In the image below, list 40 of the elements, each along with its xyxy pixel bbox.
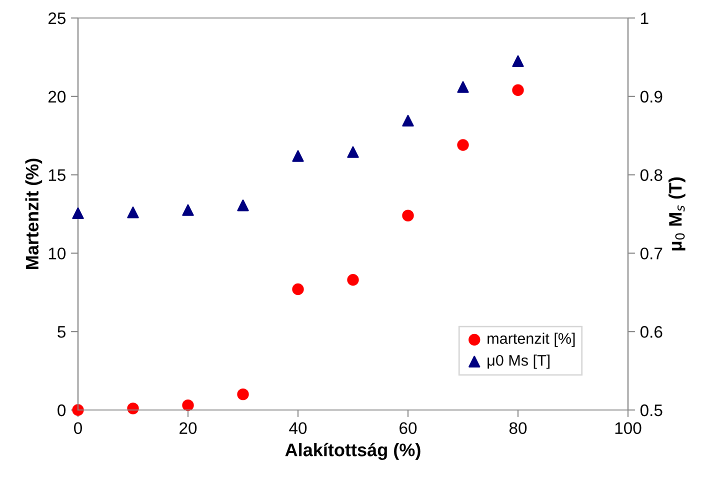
point <box>182 399 194 412</box>
x-tick-label: 60 <box>400 422 417 434</box>
point <box>512 84 524 96</box>
x-tick-label: 20 <box>180 422 197 434</box>
y2-tick-label: 0.5 <box>640 404 662 416</box>
point <box>457 139 469 151</box>
y-tick-label: 20 <box>48 90 66 103</box>
y2-tick-label: 0.9 <box>640 90 662 103</box>
point <box>127 206 139 218</box>
y-tick-label: 15 <box>48 169 66 182</box>
point <box>182 204 194 216</box>
point <box>237 388 249 400</box>
x-axis-title: Alakítottság (%) <box>285 442 420 460</box>
x-tick-label: 100 <box>615 422 642 434</box>
point <box>402 210 414 222</box>
x-tick-label: 80 <box>509 422 527 434</box>
y2-tick-label: 0.7 <box>640 248 662 260</box>
point <box>457 81 469 93</box>
y-tick-label: 0 <box>58 404 66 416</box>
point <box>237 200 249 212</box>
y2-tick-label: 0.8 <box>640 169 662 182</box>
legend-label: martenzit [%] <box>488 332 575 347</box>
point <box>127 402 139 414</box>
y-axis-title: Martenzit (%) <box>25 158 42 269</box>
y-tick-label: 10 <box>48 248 66 260</box>
point <box>402 114 414 127</box>
x-tick-label: 0 <box>74 422 82 434</box>
point <box>512 55 524 67</box>
y2-axis-title: μ$_{0}$ M$_{s}$ (T) <box>668 177 686 250</box>
point <box>347 274 359 286</box>
y-tick-label: 5 <box>58 326 66 338</box>
y-tick-label: 25 <box>48 12 66 24</box>
point <box>72 207 84 220</box>
y2-tick-label: 0.6 <box>640 326 662 338</box>
point <box>292 283 304 296</box>
legend-label: μ0 Ms [T] <box>488 354 550 369</box>
y2-tick-label: 1 <box>641 12 648 24</box>
point <box>292 150 304 162</box>
point <box>347 146 359 158</box>
x-tick-label: 40 <box>289 422 307 434</box>
